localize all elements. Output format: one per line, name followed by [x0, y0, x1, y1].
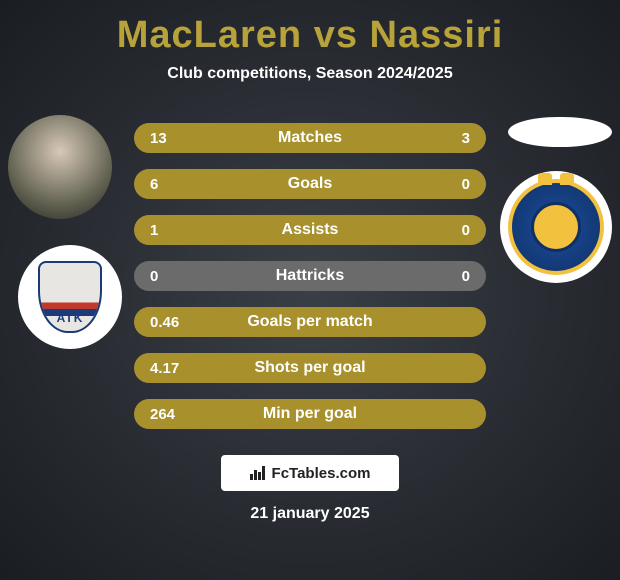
stat-bar: 00Hattricks	[134, 261, 486, 291]
stat-label: Goals per match	[134, 313, 486, 331]
chart-icon	[250, 466, 266, 480]
comparison-area: ATK 133Matches 60Goals 10Assists 00Hattrick…	[0, 123, 620, 429]
stat-bar: 10Assists	[134, 215, 486, 245]
brand-text: FcTables.com	[272, 465, 371, 482]
title-player-right: Nassiri	[370, 14, 504, 56]
stat-label: Shots per goal	[134, 359, 486, 377]
player-right-club-badge	[500, 171, 612, 283]
stat-bar: 60Goals	[134, 169, 486, 199]
stat-bar: 133Matches	[134, 123, 486, 153]
title-player-left: MacLaren	[117, 14, 302, 56]
stat-bars: 133Matches 60Goals 10Assists 00Hattricks 0.4…	[134, 123, 486, 429]
player-right-avatar	[508, 117, 612, 147]
player-left-avatar	[8, 115, 112, 219]
club-right-disc	[508, 179, 604, 275]
page: MacLaren vs Nassiri Club competitions, S…	[0, 0, 620, 580]
stat-label: Min per goal	[134, 405, 486, 423]
club-right-center	[531, 202, 581, 252]
title-vs: vs	[314, 14, 358, 56]
footer-date: 21 january 2025	[0, 505, 620, 523]
stat-label: Hattricks	[134, 267, 486, 285]
stat-bar: 0.46Goals per match	[134, 307, 486, 337]
club-left-abbr: ATK	[40, 311, 100, 325]
stat-bar: 264Min per goal	[134, 399, 486, 429]
brand-badge: FcTables.com	[221, 455, 399, 491]
club-right-tabs	[538, 173, 574, 185]
subtitle: Club competitions, Season 2024/2025	[0, 65, 620, 83]
stat-label: Assists	[134, 221, 486, 239]
stat-label: Goals	[134, 175, 486, 193]
club-left-shield: ATK	[38, 261, 102, 333]
player-left-club-badge: ATK	[18, 245, 122, 349]
stat-label: Matches	[134, 129, 486, 147]
page-title: MacLaren vs Nassiri	[0, 14, 620, 57]
stat-bar: 4.17Shots per goal	[134, 353, 486, 383]
